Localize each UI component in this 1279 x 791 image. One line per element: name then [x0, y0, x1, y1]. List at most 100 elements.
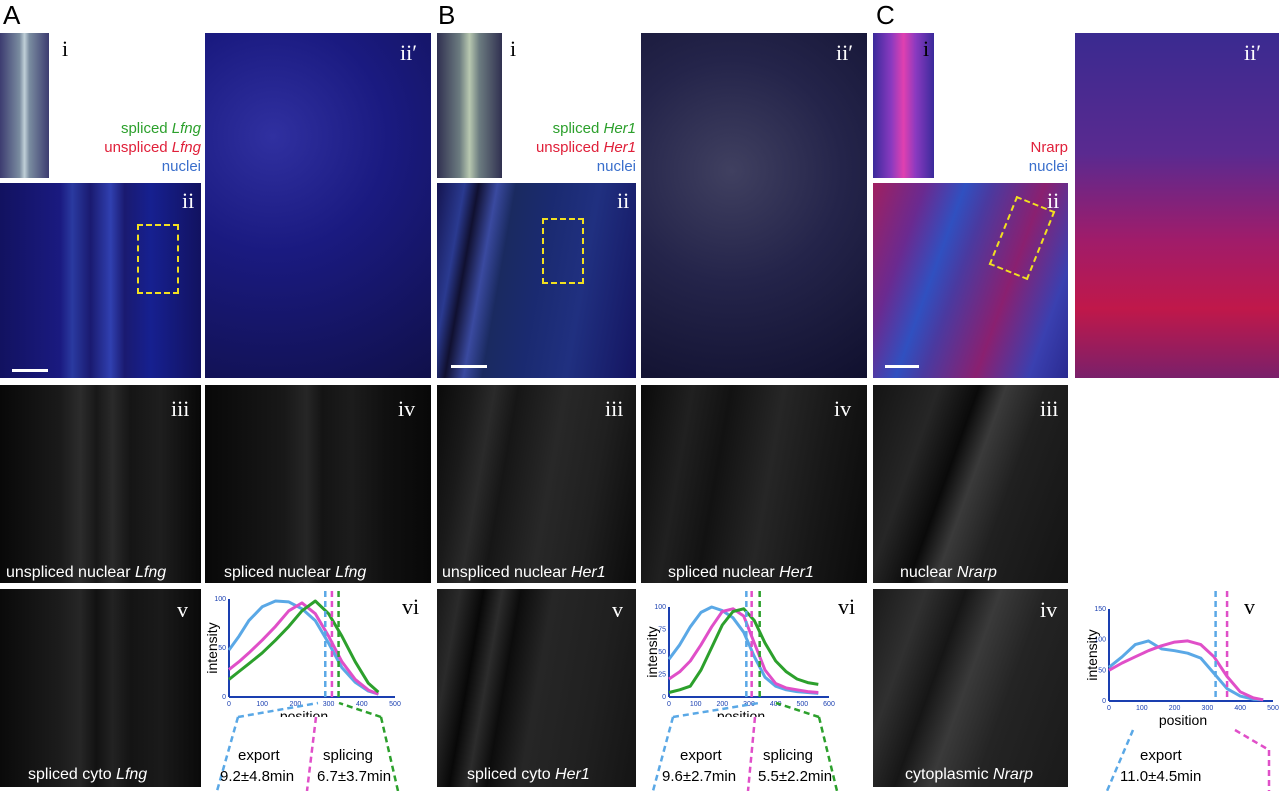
zoomed-merged-image — [641, 33, 867, 378]
x-axis-label: position — [717, 708, 765, 717]
legend-protein: Nrarp — [1030, 139, 1068, 156]
legend-nuclei: nuclei — [1028, 158, 1068, 175]
series-line-1 — [1108, 639, 1264, 702]
y-tick-label: 150 — [1094, 606, 1106, 613]
sub-label-ii: ii — [1047, 188, 1060, 213]
merged-tissue-image — [437, 183, 636, 378]
caption-iv: spliced nuclear Her1 — [668, 564, 814, 581]
series-line-0 — [667, 605, 819, 695]
y-tick-label: 0 — [662, 694, 666, 701]
splicing-guide-left — [746, 716, 757, 791]
y-tick-label: 100 — [654, 604, 666, 611]
y-tick-label: 50 — [1098, 667, 1106, 674]
legend-spliced-gene: Her1 — [603, 120, 636, 137]
sub-label-ii-prime: ii′ — [400, 40, 418, 65]
x-tick-label: 200 — [1169, 705, 1181, 712]
sub-label-vi: vi — [402, 594, 420, 619]
sub-label-iv: iv — [834, 396, 852, 421]
zoom-region-box — [542, 218, 584, 284]
x-tick-label: 300 — [743, 701, 755, 708]
splicing-label: splicing — [323, 747, 374, 764]
export-guide-right — [1234, 728, 1270, 752]
sub-label-ii-prime: ii′ — [836, 40, 854, 65]
x-tick-label: 300 — [323, 701, 335, 708]
panel-letter-b: B — [438, 0, 456, 30]
sub-label-v: v — [1244, 594, 1255, 619]
channel-legend: spliced Lfng unspliced Lfng nuclei — [60, 119, 201, 176]
series-line-2 — [228, 599, 380, 694]
legend-nuclei: nuclei — [161, 158, 201, 175]
y-tick-label: 50 — [218, 645, 226, 652]
export-guide-left — [215, 716, 240, 791]
export-guide-left — [1105, 729, 1135, 791]
legend-unspliced: unspliced — [104, 139, 172, 156]
y-tick-label: 25 — [658, 672, 666, 679]
export-value: 11.0±4.5min — [1120, 768, 1202, 785]
embryo-overview-image — [0, 33, 49, 178]
x-axis-label: position — [280, 708, 328, 717]
x-tick-label: 200 — [290, 701, 302, 708]
x-tick-label: 0 — [667, 701, 671, 708]
export-guide-left — [651, 716, 675, 791]
series-line-1 — [668, 607, 819, 694]
intensity-plot-b: 0 100 200 300 400 500 600 0 25 50 75 100 position int… — [644, 591, 835, 717]
zoomed-merged-image — [205, 33, 431, 378]
series-line-2 — [668, 607, 819, 694]
x-tick-label: 400 — [770, 701, 782, 708]
x-tick-label: 500 — [389, 701, 401, 708]
merged-tissue-image — [873, 183, 1068, 378]
sub-label-iii: iii — [171, 396, 190, 421]
series-line-1 — [228, 601, 379, 696]
x-tick-label: 400 — [1234, 705, 1246, 712]
caption-iii: unspliced nuclear Her1 — [442, 564, 606, 581]
legend-unspliced-gene: Her1 — [603, 139, 636, 156]
sub-label-ii: ii — [182, 188, 195, 213]
caption-iii: unspliced nuclear Lfng — [6, 564, 167, 581]
unspliced-nuclear-image — [0, 385, 201, 583]
y-tick-label: 100 — [214, 596, 226, 603]
intensity-plot-c: 0 100 200 300 400 500 0 50 100 150 position intensi… — [1084, 591, 1279, 728]
sub-label-iii: iii — [1040, 396, 1059, 421]
x-tick-label: 600 — [823, 701, 835, 708]
annotation-lines-c — [1105, 728, 1271, 791]
legend-unspliced-gene: Lfng — [171, 139, 201, 156]
export-guide-right — [672, 701, 760, 719]
scale-bar — [12, 369, 48, 372]
export-value: 9.6±2.7min — [662, 768, 737, 785]
export-value: 9.2±4.8min — [220, 768, 295, 785]
export-label: export — [1140, 747, 1182, 764]
sub-label-iii: iii — [605, 396, 624, 421]
caption-v: spliced cyto Lfng — [28, 766, 148, 783]
splicing-guide-top — [775, 701, 820, 719]
sub-label-vi: vi — [838, 594, 856, 619]
splicing-guide-left — [305, 716, 318, 791]
x-tick-label: 500 — [1267, 705, 1279, 712]
zoom-region-box — [988, 195, 1056, 281]
x-tick-label: 0 — [227, 701, 231, 708]
merged-tissue-image — [0, 183, 201, 378]
x-tick-label: 400 — [356, 701, 368, 708]
sub-label-v: v — [612, 597, 623, 622]
zoom-region-box — [137, 224, 179, 294]
y-axis-label: intensity — [205, 622, 220, 673]
sub-label-i: i — [510, 36, 517, 61]
splicing-label: splicing — [763, 747, 814, 764]
y-tick-label: 0 — [1102, 698, 1106, 705]
nuclear-image — [873, 385, 1068, 583]
series-line-0 — [1108, 639, 1264, 702]
sub-label-ii-prime: ii′ — [1244, 40, 1262, 65]
legend-spliced: spliced — [120, 120, 172, 137]
embryo-overview-image — [437, 33, 502, 178]
x-axis-label: position — [1159, 712, 1207, 728]
export-label: export — [238, 747, 280, 764]
sub-label-iv: iv — [398, 396, 416, 421]
cytoplasmic-image — [873, 589, 1068, 787]
channel-legend: spliced Her1 unspliced Her1 nuclei — [495, 119, 636, 176]
legend-spliced: spliced — [552, 120, 604, 137]
splicing-guide-right — [817, 716, 839, 791]
y-tick-label: 100 — [1094, 637, 1106, 644]
sub-label-i: i — [62, 36, 69, 61]
spliced-nuclear-image — [205, 385, 431, 583]
splicing-value: 6.7±3.7min — [317, 768, 392, 785]
y-tick-label: 50 — [658, 649, 666, 656]
